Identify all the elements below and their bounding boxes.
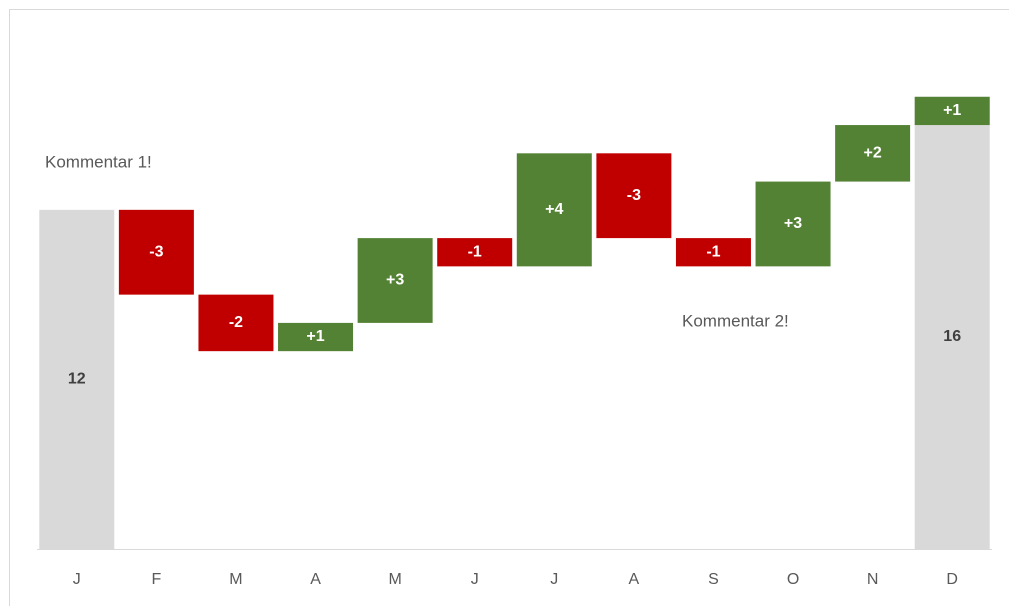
x-tick-label: S [708,571,719,588]
bar [278,322,354,352]
total-bar [914,96,990,549]
bar [437,238,513,267]
value-label: -2 [229,314,243,331]
x-tick-label: D [946,571,958,588]
annotation: Kommentar 2! [682,311,789,330]
chart-frame [9,9,1009,606]
value-label: -1 [706,243,720,260]
bar [914,96,990,126]
bar [118,209,194,295]
value-label: +1 [306,328,324,345]
bar [516,153,592,267]
x-tick-label: M [388,571,401,588]
bar [357,238,433,323]
x-tick-label: A [629,571,640,588]
bar [835,125,911,182]
x-tick-label: O [787,571,799,588]
bar [596,153,672,239]
value-label: +2 [864,145,882,162]
value-label: +3 [386,272,404,289]
x-tick-label: M [229,571,242,588]
value-label: +3 [784,215,802,232]
x-tick-label: F [151,571,161,588]
annotation: Kommentar 1! [45,152,152,171]
bar [755,181,831,267]
total-label: 16 [943,328,961,345]
x-tick-label: J [471,571,479,588]
bar [39,209,115,549]
value-label: +1 [943,102,961,119]
x-tick-label: N [867,571,879,588]
value-label: -1 [468,243,482,260]
value-label: -3 [149,243,163,260]
x-tick-label: J [550,571,558,588]
bar [198,294,274,352]
value-label: -3 [627,187,641,204]
bar [675,238,751,267]
value-label: 12 [68,371,86,388]
value-label: +4 [545,201,563,218]
x-tick-label: J [73,571,81,588]
x-tick-label: A [310,571,321,588]
